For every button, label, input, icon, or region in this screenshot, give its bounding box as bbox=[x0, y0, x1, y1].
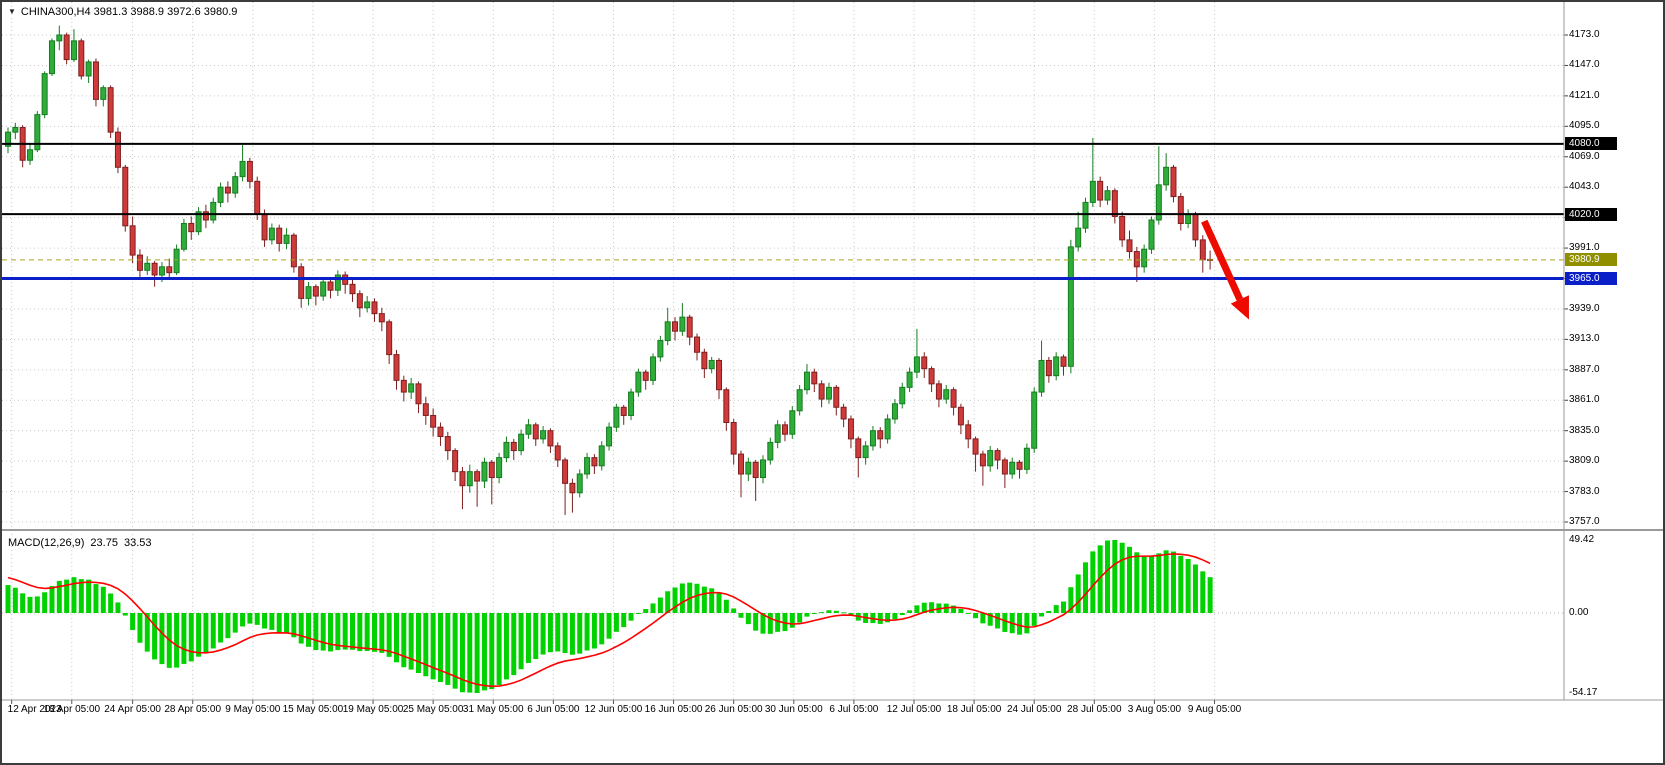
dropdown-arrow-icon[interactable]: ▼ bbox=[8, 7, 16, 16]
